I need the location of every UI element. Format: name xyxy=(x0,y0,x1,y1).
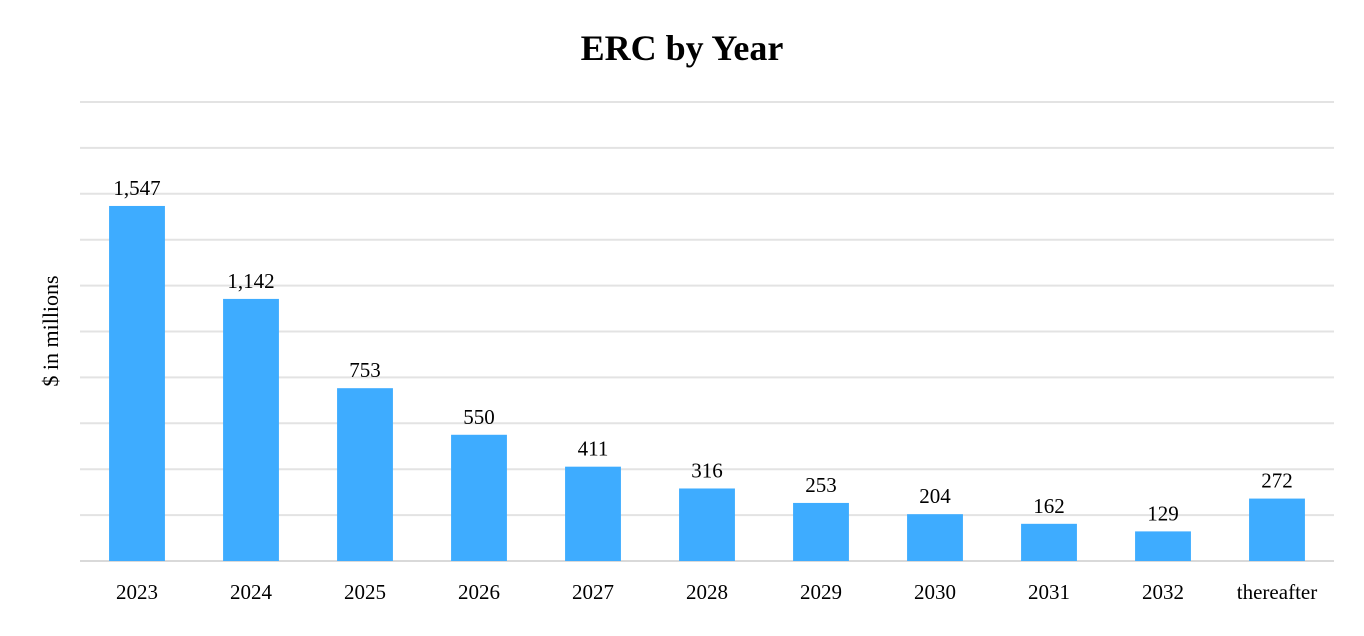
bar-thereafter xyxy=(1249,498,1305,561)
x-tick-2032: 2032 xyxy=(1142,580,1184,604)
bar-2029 xyxy=(793,502,849,561)
value-labels: 1,547 1,142 753 550 411 316 253 204 162 129 272 xyxy=(113,176,1292,525)
x-tick-2028: 2028 xyxy=(686,580,728,604)
y-axis-label: $ in millions xyxy=(38,275,63,386)
value-label-thereafter: 272 xyxy=(1261,469,1293,493)
x-tick-2026: 2026 xyxy=(458,580,500,604)
value-label-2025: 753 xyxy=(349,358,381,382)
bar-2030 xyxy=(907,514,963,561)
gridlines xyxy=(80,101,1334,562)
bar-2032 xyxy=(1135,531,1191,561)
bar-2031 xyxy=(1021,523,1077,561)
x-tick-2023: 2023 xyxy=(116,580,158,604)
value-label-2029: 253 xyxy=(805,473,837,497)
value-label-2027: 411 xyxy=(578,437,609,461)
bars xyxy=(109,205,1305,561)
x-tick-thereafter: thereafter xyxy=(1237,580,1317,604)
x-tick-2024: 2024 xyxy=(230,580,273,604)
value-label-2026: 550 xyxy=(463,405,495,429)
x-tick-2031: 2031 xyxy=(1028,580,1070,604)
x-tick-2027: 2027 xyxy=(572,580,614,604)
value-label-2030: 204 xyxy=(919,484,951,508)
value-label-2024: 1,142 xyxy=(227,269,274,293)
chart-title: ERC by Year xyxy=(581,28,784,68)
bar-2024 xyxy=(223,298,279,561)
value-label-2031: 162 xyxy=(1033,494,1065,518)
x-tick-2030: 2030 xyxy=(914,580,956,604)
value-label-2032: 129 xyxy=(1147,501,1179,525)
value-label-2023: 1,547 xyxy=(113,176,160,200)
bar-2023 xyxy=(109,205,165,561)
value-label-2028: 316 xyxy=(691,458,723,482)
x-tick-2025: 2025 xyxy=(344,580,386,604)
x-tick-2029: 2029 xyxy=(800,580,842,604)
bar-2026 xyxy=(451,434,507,561)
bar-2028 xyxy=(679,488,735,561)
bar-2025 xyxy=(337,388,393,561)
x-tick-labels: 2023 2024 2025 2026 2027 2028 2029 2030 2031 2032… xyxy=(116,580,1317,604)
bar-2027 xyxy=(565,466,621,561)
